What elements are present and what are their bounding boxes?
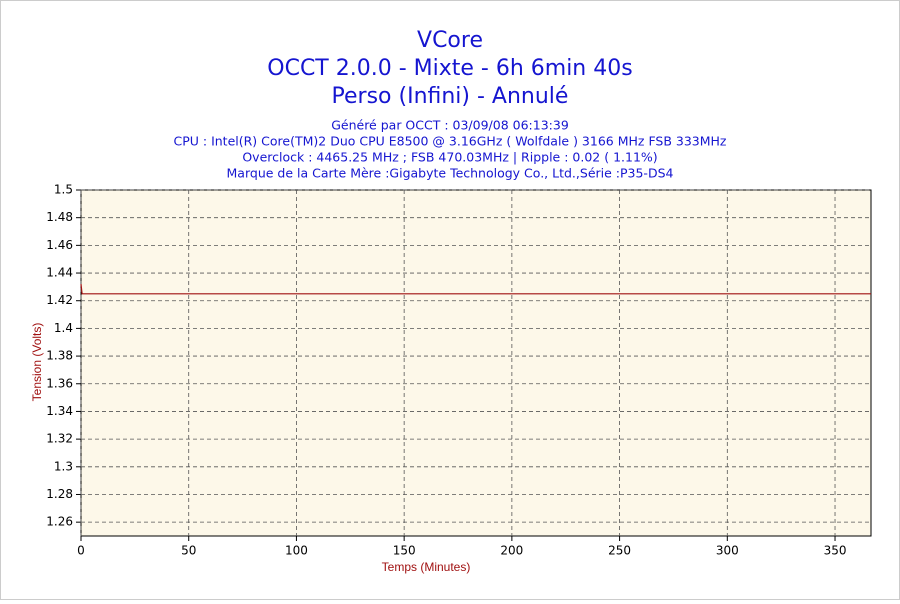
- chart-title: OCCT 2.0.0 - Mixte - 6h 6min 40s: [267, 56, 632, 81]
- x-tick-label: 200: [500, 544, 523, 558]
- chart-subtitle: Marque de la Carte Mère :Gigabyte Techno…: [227, 166, 674, 181]
- x-tick-label: 50: [181, 544, 196, 558]
- y-tick-label: 1.46: [46, 238, 73, 252]
- x-tick-label: 100: [285, 544, 308, 558]
- x-tick-label: 250: [608, 544, 631, 558]
- y-tick-label: 1.38: [46, 349, 73, 363]
- y-tick-label: 1.42: [46, 293, 73, 307]
- x-tick-label: 150: [393, 544, 416, 558]
- chart-subtitle: CPU : Intel(R) Core(TM)2 Duo CPU E8500 @…: [174, 134, 727, 149]
- chart-title: VCore: [417, 28, 483, 53]
- y-axis-label: Tension (Volts): [30, 323, 44, 402]
- y-tick-label: 1.3: [54, 459, 73, 473]
- data-line: [80, 284, 871, 295]
- y-tick-label: 1.4: [54, 321, 73, 335]
- x-axis-label: Temps (Minutes): [382, 560, 471, 574]
- plot-area: [80, 189, 872, 537]
- y-tick-label: 1.48: [46, 210, 73, 224]
- y-tick-label: 1.5: [54, 183, 73, 197]
- y-tick-label: 1.44: [46, 266, 73, 280]
- y-tick-label: 1.32: [46, 432, 73, 446]
- x-tick-label: 0: [77, 544, 85, 558]
- x-tick-label: 350: [824, 544, 847, 558]
- y-tick-label: 1.34: [46, 404, 73, 418]
- y-tick-label: 1.26: [46, 515, 73, 529]
- chart-title: Perso (Infini) - Annulé: [332, 84, 569, 109]
- chart-subtitle: Overclock : 4465.25 MHz ; FSB 470.03MHz …: [242, 150, 657, 165]
- y-tick-label: 1.28: [46, 487, 73, 501]
- chart-subtitle: Généré par OCCT : 03/09/08 06:13:39: [331, 118, 569, 133]
- y-tick-label: 1.36: [46, 376, 73, 390]
- x-tick-label: 300: [716, 544, 739, 558]
